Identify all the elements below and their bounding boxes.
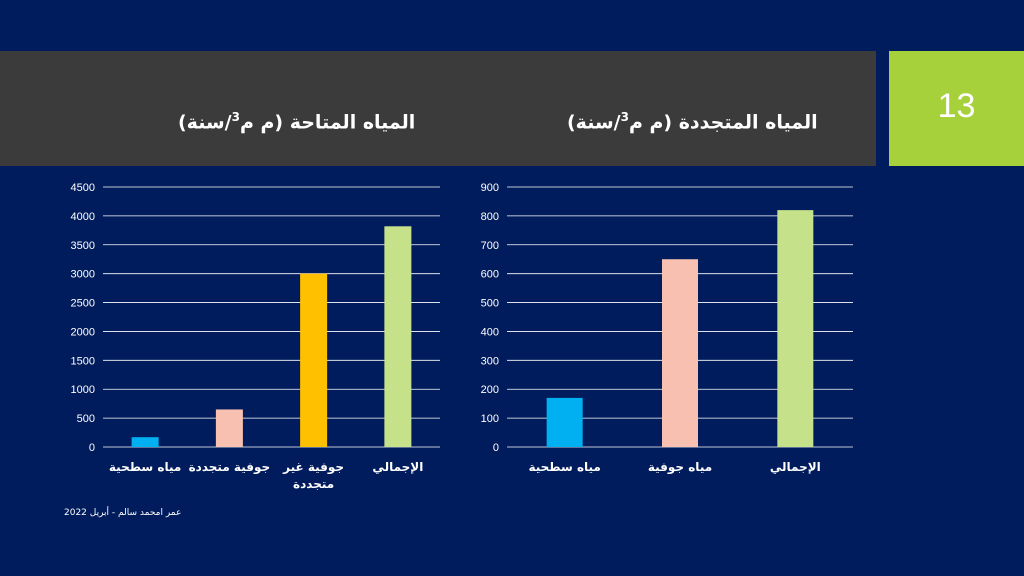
bar (384, 226, 412, 447)
category-label: جوفية غير (282, 460, 344, 475)
y-tick-label: 3000 (71, 269, 95, 281)
category-label: مياه سطحية (528, 460, 600, 474)
slide-number: 13 (937, 87, 976, 125)
category-label: متجددة (293, 477, 334, 491)
chart-title-available-water: المياه المتاحة (م م3/سنة) (178, 110, 416, 134)
y-tick-label: 100 (481, 413, 499, 425)
y-tick-label: 4000 (71, 211, 95, 223)
footer-credit: عمر امحمد سالم - أبريل 2022 (64, 508, 182, 518)
y-tick-label: 2000 (71, 326, 95, 338)
y-tick-label: 400 (481, 326, 499, 338)
bar (131, 437, 159, 447)
category-label: الإجمالي (770, 460, 821, 474)
category-label: جوفية متجددة (189, 460, 271, 475)
y-tick-label: 1000 (71, 384, 95, 396)
bar (546, 397, 583, 447)
category-label: الإجمالي (372, 460, 423, 474)
title-bar (0, 51, 876, 166)
y-tick-label: 1500 (71, 355, 95, 367)
chart-title-renewable-water: المياه المتجددة (م م3/سنة) (567, 110, 818, 134)
chart-available-water: 0 500 1000 1500 2000 2500 3000 3500 4000 4500 مياه… (71, 182, 440, 491)
y-tick-label: 0 (89, 442, 95, 454)
y-tick-label: 300 (481, 355, 499, 367)
y-tick-label: 800 (481, 211, 499, 223)
y-tick-label: 700 (481, 240, 499, 252)
bar (777, 210, 814, 447)
y-tick-label: 0 (493, 442, 499, 454)
y-tick-label: 500 (481, 298, 499, 310)
y-tick-label: 900 (481, 182, 499, 194)
chart-renewable-water: 0 100 200 300 400 500 600 700 800 900 مياه سطحية مي… (481, 182, 853, 475)
y-tick-label: 3500 (71, 240, 95, 252)
bar (215, 409, 243, 447)
y-tick-label: 600 (481, 269, 499, 281)
y-tick-label: 200 (481, 384, 499, 396)
y-tick-label: 2500 (71, 298, 95, 310)
y-tick-label: 4500 (71, 182, 95, 194)
category-label: مياه سطحية (109, 460, 181, 474)
category-label: مياه جوفية (648, 460, 712, 475)
bar (662, 259, 698, 447)
slide-number-box: 13 (889, 51, 1024, 166)
y-tick-label: 500 (77, 413, 95, 425)
bar (300, 273, 328, 447)
